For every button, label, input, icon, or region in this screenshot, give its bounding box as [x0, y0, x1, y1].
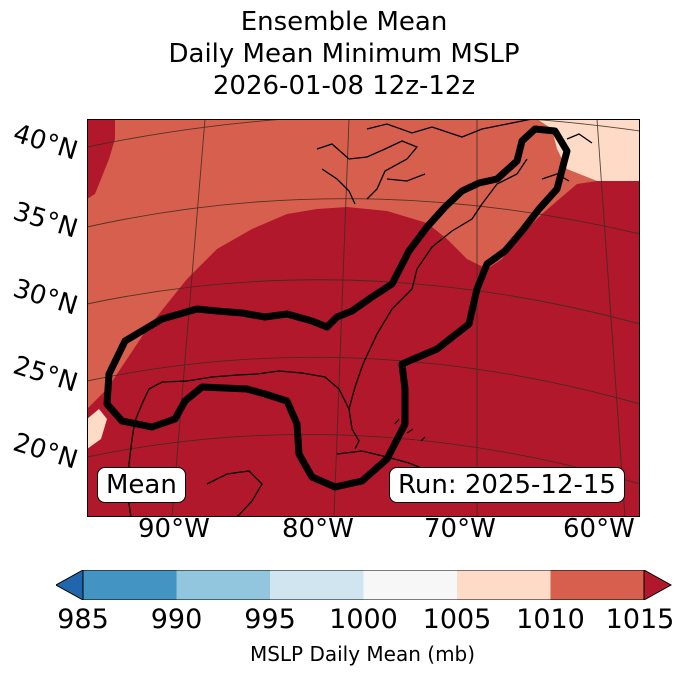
graticule-lon-60 [596, 119, 626, 517]
colorbar-extend-high [643, 570, 672, 600]
graticule-lon-90 [171, 119, 206, 517]
colorbar-outline [82, 570, 645, 600]
pressure-band-above-1015-nw [87, 119, 115, 199]
pressure-band-1005-1010-sw [87, 409, 107, 449]
pressure-band-1010-1015 [87, 119, 640, 409]
colorbar-segment-995-1000 [270, 570, 364, 600]
coastline-canada [366, 119, 593, 182]
colorbar-tick-1010: 1010 [516, 604, 585, 635]
colorbar-segment-1010-1015 [550, 570, 644, 600]
graticule-lat-25 [87, 356, 640, 405]
colorbar-tick-1005: 1005 [422, 604, 492, 635]
colorbar-tick-1015: 1015 [605, 604, 675, 635]
colorbar-tick-985: 985 [57, 604, 109, 635]
lat-label-30: 30°N [9, 273, 82, 322]
coastlines [126, 119, 593, 517]
lat-label-35: 35°N [9, 196, 82, 245]
map-frame [87, 119, 640, 517]
lon-label-90: 90°W [138, 514, 210, 544]
lon-label-80: 80°W [282, 514, 354, 544]
lat-label-25: 25°N [9, 350, 82, 399]
colorbar [56, 570, 672, 600]
map-panel [87, 119, 640, 517]
coastline-bahamas [394, 418, 426, 442]
lon-label-70: 70°W [424, 514, 496, 544]
contour-1000mb [103, 125, 571, 491]
lat-label-40: 40°N [9, 118, 82, 167]
coastline-east-us [348, 158, 528, 450]
coastline-yucatan [206, 470, 263, 517]
colorbar-segment-1005-1010 [457, 570, 551, 600]
colorbar-segment-990-995 [176, 570, 270, 600]
colorbar-segment-985-990 [83, 570, 177, 600]
colorbar-extend-low [56, 570, 84, 600]
run-date-label: Run: 2025-12-15 [389, 467, 625, 503]
title-line-3: 2026-01-08 12z-12z [212, 71, 476, 101]
graticule-lat-35 [87, 198, 640, 235]
mean-label: Mean [97, 467, 186, 503]
graticule-lat-20 [87, 434, 640, 485]
colorbar-segment-1000-1005 [363, 570, 457, 600]
title-line-2: Daily Mean Minimum MSLP [168, 39, 520, 69]
title-line-1: Ensemble Mean [240, 7, 448, 37]
colorbar-tick-1000: 1000 [329, 604, 398, 635]
lon-label-60: 60°W [563, 514, 635, 544]
colorbar-label: MSLP Daily Mean (mb) [249, 642, 476, 666]
graticule-lat-30 [87, 279, 640, 325]
coastline-great-lakes [316, 140, 426, 205]
pressure-band-1005-1010-ne [537, 119, 640, 181]
graticule-lat-40 [87, 119, 640, 148]
pressure-map [87, 119, 640, 517]
colorbar-tick-995: 995 [244, 604, 296, 635]
colorbar-tick-990: 990 [150, 604, 203, 635]
lat-label-20: 20°N [9, 427, 82, 476]
coastline-gulf [126, 370, 350, 517]
